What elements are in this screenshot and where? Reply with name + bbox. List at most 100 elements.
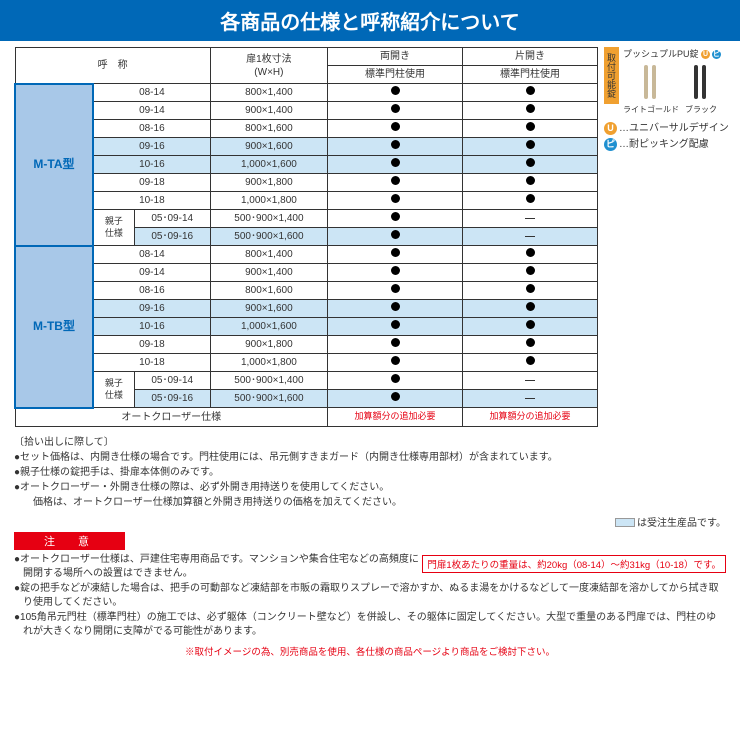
table-cell: [328, 354, 463, 372]
notes-title: 〔拾い出しに際して〕: [14, 435, 726, 450]
table-cell: 10-18: [93, 192, 210, 210]
footnote: ※取付イメージの為、別売商品を使用、各仕様の商品ページより商品をご検討下さい。: [0, 640, 740, 662]
legend-p: ピ…耐ピッキング配慮: [604, 137, 734, 153]
u-icon: U: [604, 122, 617, 135]
table-cell: [463, 300, 598, 318]
table-cell: —: [463, 210, 598, 228]
table-cell: [463, 192, 598, 210]
table-cell: 09-16: [93, 138, 210, 156]
sidebar: 取付可能錠 プッシュプルPU錠 Uピ ライトゴールド: [604, 47, 740, 427]
table-cell: [463, 84, 598, 102]
table-cell: [328, 282, 463, 300]
table-cell: [463, 174, 598, 192]
handle-gold-label: ライトゴールド: [623, 104, 679, 115]
table-cell: [328, 264, 463, 282]
col-dim: 扉1枚寸法 (W×H): [210, 48, 327, 84]
table-cell: 05･09-14: [134, 372, 210, 390]
table-cell: [463, 246, 598, 264]
table-cell: [463, 138, 598, 156]
p-icon: ピ: [604, 138, 617, 151]
table-cell: [328, 174, 463, 192]
table-cell: 900×1,800: [210, 336, 327, 354]
table-cell: [328, 156, 463, 174]
table-cell: 08-16: [93, 282, 210, 300]
col-double: 両開き: [328, 48, 463, 66]
table-cell: [463, 282, 598, 300]
table-cell: [328, 192, 463, 210]
u-icon: U: [701, 50, 710, 59]
table-cell: [328, 390, 463, 408]
table-cell: [463, 120, 598, 138]
page-header: 各商品の仕様と呼称紹介について: [0, 0, 740, 41]
table-cell: 800×1,600: [210, 282, 327, 300]
table-cell: —: [463, 228, 598, 246]
table-cell: 500･900×1,600: [210, 390, 327, 408]
table-cell: [328, 336, 463, 354]
table-cell: 900×1,600: [210, 300, 327, 318]
table-cell: —: [463, 372, 598, 390]
col-single: 片開き: [463, 48, 598, 66]
table-cell: 1,000×1,800: [210, 354, 327, 372]
caution-line: ●105角吊元門柱（標準門柱）の施工では、必ず躯体（コンクリート壁など）を併設し…: [14, 611, 726, 640]
auto-closer-fee-s: 加算額分の追加必要: [463, 408, 598, 427]
table-cell: [328, 210, 463, 228]
oyako-label: 親子 仕様: [93, 372, 134, 408]
note-line: ●親子仕様の錠把手は、掛扉本体側のみです。: [14, 465, 726, 480]
table-cell: 10-16: [93, 156, 210, 174]
table-cell: [463, 156, 598, 174]
table-cell: 900×1,800: [210, 174, 327, 192]
table-cell: [328, 300, 463, 318]
col-meisho: 呼 称: [15, 48, 210, 84]
notes-section: 〔拾い出しに際して〕 ●セット価格は、内開き仕様の場合です。門柱使用には、吊元側…: [0, 427, 740, 514]
table-cell: 1,000×1,600: [210, 156, 327, 174]
table-cell: [328, 372, 463, 390]
weight-note: 門扉1枚あたりの重量は、約20kg（08-14）～約31kg（10-18）です。: [422, 555, 726, 573]
oyako-label: 親子 仕様: [93, 210, 134, 246]
table-cell: 09-18: [93, 336, 210, 354]
table-cell: 10-16: [93, 318, 210, 336]
table-cell: 800×1,600: [210, 120, 327, 138]
table-cell: 900×1,400: [210, 264, 327, 282]
table-cell: [328, 228, 463, 246]
table-cell: 900×1,400: [210, 102, 327, 120]
table-cell: —: [463, 390, 598, 408]
col-pillar-d: 標準門柱使用: [328, 66, 463, 84]
table-cell: [328, 102, 463, 120]
table-cell: 10-18: [93, 354, 210, 372]
caution-line: ●錠の把手などが凍結した場合は、把手の可動部など凍結部を市販の霜取りスプレーで溶…: [14, 582, 726, 611]
note-line: ●セット価格は、内開き仕様の場合です。門柱使用には、吊元側すきまガード（内開き仕…: [14, 450, 726, 465]
table-cell: 1,000×1,600: [210, 318, 327, 336]
handle-gold-icon: [638, 62, 664, 102]
table-cell: 500･900×1,400: [210, 372, 327, 390]
table-cell: [328, 120, 463, 138]
table-cell: [463, 336, 598, 354]
table-cell: 05･09-16: [134, 390, 210, 408]
table-cell: 09-16: [93, 300, 210, 318]
table-cell: 500･900×1,600: [210, 228, 327, 246]
legend-production: は受注生産品です。: [0, 514, 740, 529]
table-cell: 05･09-16: [134, 228, 210, 246]
table-cell: 800×1,400: [210, 84, 327, 102]
table-cell: 09-14: [93, 102, 210, 120]
table-cell: 800×1,400: [210, 246, 327, 264]
p-icon: ピ: [712, 50, 721, 59]
table-cell: [328, 138, 463, 156]
auto-closer-label: オートクローザー仕様: [15, 408, 328, 427]
table-cell: [328, 84, 463, 102]
table-cell: 05･09-14: [134, 210, 210, 228]
legend-u: U…ユニバーサルデザイン: [604, 121, 734, 137]
col-pillar-s: 標準門柱使用: [463, 66, 598, 84]
handle-black-label: ブラック: [685, 104, 717, 115]
auto-closer-fee-d: 加算額分の追加必要: [328, 408, 463, 427]
table-cell: [463, 354, 598, 372]
model-name: M-TA型: [15, 84, 93, 246]
model-name: M-TB型: [15, 246, 93, 408]
spec-table-area: 呼 称 扉1枚寸法 (W×H) 両開き 片開き 標準門柱使用 標準門柱使用 M-…: [0, 47, 604, 427]
table-cell: [328, 246, 463, 264]
table-cell: 500･900×1,400: [210, 210, 327, 228]
table-cell: 09-14: [93, 264, 210, 282]
table-cell: [463, 102, 598, 120]
table-cell: [463, 264, 598, 282]
spec-table: 呼 称 扉1枚寸法 (W×H) 両開き 片開き 標準門柱使用 標準門柱使用 M-…: [14, 47, 598, 427]
handle-title: プッシュプルPU錠 Uピ: [623, 47, 734, 60]
